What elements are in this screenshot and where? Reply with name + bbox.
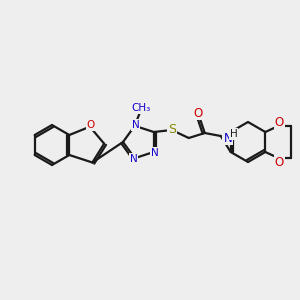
Text: N: N bbox=[132, 120, 140, 130]
Text: N: N bbox=[224, 131, 232, 145]
Text: O: O bbox=[193, 106, 203, 119]
Text: O: O bbox=[87, 120, 95, 130]
Text: N: N bbox=[130, 154, 138, 164]
Text: O: O bbox=[275, 155, 284, 169]
Text: O: O bbox=[275, 116, 284, 128]
Text: S: S bbox=[168, 122, 176, 136]
Text: H: H bbox=[230, 129, 238, 139]
Text: CH₃: CH₃ bbox=[131, 103, 150, 113]
Text: N: N bbox=[151, 148, 159, 158]
